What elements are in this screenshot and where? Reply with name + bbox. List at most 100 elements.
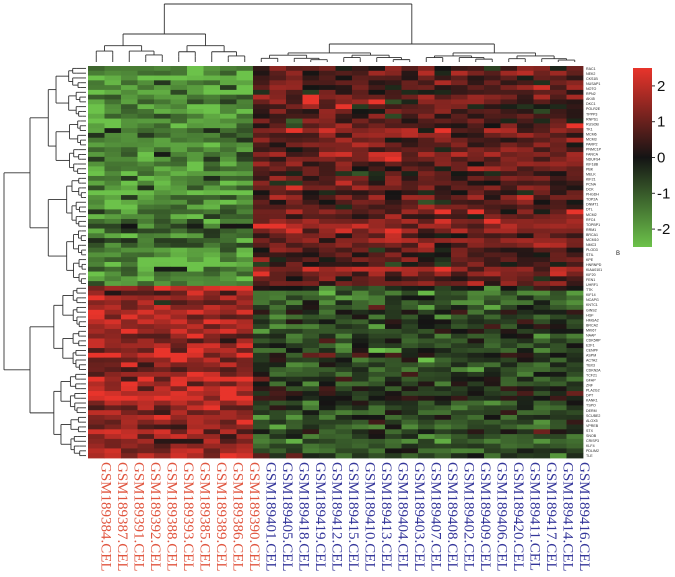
heatmap-cell	[385, 128, 402, 134]
heatmap-cell	[385, 66, 402, 72]
heatmap-cell	[451, 395, 468, 402]
heatmap-cell	[500, 161, 518, 167]
heatmap-cell	[319, 391, 336, 397]
heatmap-cell	[187, 99, 204, 105]
heatmap-cell	[220, 328, 237, 335]
heatmap-cell	[451, 333, 468, 339]
heatmap-cell	[385, 362, 402, 368]
heatmap-cell	[286, 352, 303, 359]
heatmap-cell	[236, 419, 254, 425]
heatmap-cell	[236, 209, 254, 215]
heatmap-cell	[451, 195, 468, 201]
heatmap-cell	[566, 171, 584, 177]
heatmap-cell	[187, 348, 204, 354]
heatmap-cell	[286, 443, 303, 449]
heatmap-cell	[550, 262, 567, 268]
heatmap-cell	[517, 137, 534, 143]
heatmap-cell	[88, 228, 105, 234]
heatmap-cell	[137, 414, 155, 421]
heatmap-cell	[368, 190, 386, 196]
heatmap-cell	[451, 352, 468, 359]
heatmap-cell	[286, 305, 303, 311]
row-label: MCM10	[586, 238, 599, 242]
heatmap-cell	[550, 395, 567, 402]
heatmap-cell	[302, 367, 320, 373]
heatmap-cell	[286, 395, 303, 402]
heatmap-cell	[203, 242, 221, 249]
heatmap-cell	[385, 285, 402, 292]
heatmap-cell	[401, 276, 419, 282]
heatmap-cell	[269, 128, 287, 134]
heatmap-cell	[401, 128, 419, 134]
heatmap-cell	[550, 156, 567, 163]
heatmap-cell	[319, 352, 336, 359]
heatmap-cell	[484, 142, 501, 148]
heatmap-cell	[253, 266, 270, 272]
heatmap-cell	[137, 152, 155, 158]
heatmap-cell	[401, 161, 419, 167]
heatmap-cell	[385, 386, 402, 392]
heatmap-cell	[121, 128, 138, 134]
heatmap-cell	[500, 391, 518, 397]
heatmap-cell	[566, 228, 584, 234]
heatmap-cell	[154, 300, 171, 306]
heatmap-cell	[187, 85, 204, 91]
heatmap-cell	[319, 309, 336, 315]
heatmap-cell	[335, 305, 353, 311]
heatmap-cell	[220, 199, 237, 206]
heatmap-cell	[467, 448, 485, 454]
heatmap-cell	[154, 348, 171, 354]
heatmap-cell	[484, 175, 501, 182]
heatmap-cell	[170, 242, 188, 249]
heatmap-cell	[484, 262, 501, 268]
heatmap-cell	[500, 319, 518, 325]
heatmap-cell	[187, 190, 204, 196]
heatmap-cell	[154, 443, 171, 449]
heatmap-cell	[203, 152, 221, 158]
heatmap-cell	[269, 166, 287, 172]
heatmap-cell	[302, 448, 320, 454]
heatmap-cell	[550, 75, 567, 81]
heatmap-cell	[220, 238, 237, 244]
heatmap-cell	[269, 443, 287, 449]
heatmap-cell	[335, 137, 353, 143]
heatmap-cell	[500, 123, 518, 129]
heatmap-cell	[368, 128, 386, 134]
heatmap-cell	[187, 391, 204, 397]
heatmap-cell	[236, 285, 254, 292]
heatmap-cell	[220, 295, 237, 301]
heatmap-cell	[286, 324, 303, 330]
heatmap-cell	[500, 66, 518, 72]
heatmap-cell	[121, 185, 138, 191]
heatmap-cell	[550, 276, 567, 282]
heatmap-cell	[484, 305, 501, 311]
heatmap-cell	[319, 142, 336, 148]
heatmap-cell	[484, 218, 501, 225]
heatmap-cell	[484, 290, 501, 296]
heatmap-cell	[154, 400, 171, 406]
heatmap-cell	[368, 152, 386, 158]
row-label: PLA2G2	[586, 389, 600, 393]
heatmap-cell	[104, 352, 122, 359]
heatmap-cell	[500, 80, 518, 86]
heatmap-cell	[352, 381, 369, 387]
heatmap-cell	[467, 247, 485, 253]
heatmap-cell	[104, 333, 122, 339]
heatmap-cell	[385, 238, 402, 244]
heatmap-cell	[451, 152, 468, 158]
heatmap-cell	[335, 132, 353, 139]
heatmap-cell	[154, 218, 171, 225]
heatmap-cell	[385, 324, 402, 330]
heatmap-cell	[236, 80, 254, 86]
heatmap-cell	[170, 352, 188, 359]
heatmap-cell	[467, 386, 485, 392]
heatmap-cell	[170, 357, 188, 363]
heatmap-cell	[170, 424, 188, 430]
row-label: DCK	[586, 188, 594, 192]
heatmap-cell	[517, 214, 534, 220]
heatmap-cell	[368, 238, 386, 244]
heatmap-cell	[533, 257, 551, 263]
heatmap-cell	[434, 328, 452, 335]
heatmap-cell	[533, 66, 551, 72]
heatmap-cell	[121, 104, 138, 110]
